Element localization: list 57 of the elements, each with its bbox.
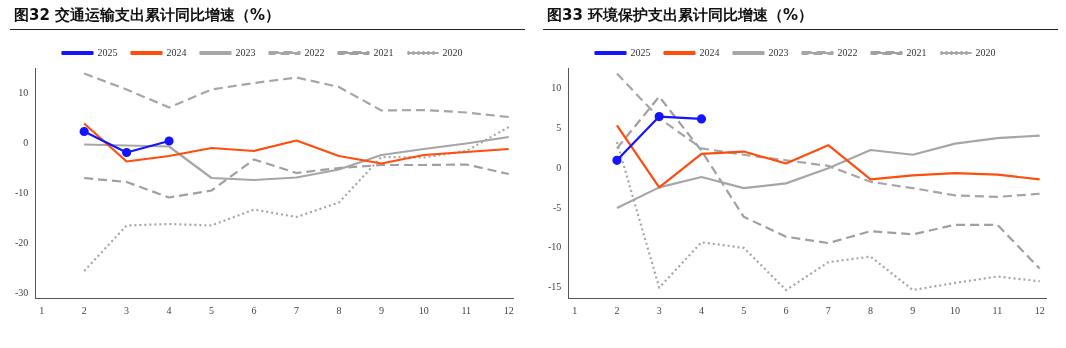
x-tick-label: 3 <box>656 304 662 316</box>
x-tick-label: 10 <box>418 304 429 316</box>
x-tick-label: 11 <box>992 304 1003 316</box>
legend-label: 2020 <box>442 46 463 58</box>
chart-title: 图32 交通运输支出累计同比增速（%） <box>10 6 525 30</box>
y-tick-label: -15 <box>547 281 562 293</box>
y-tick-label: 5 <box>556 122 562 134</box>
x-tick-label: 2 <box>81 304 87 316</box>
y-tick-label: -30 <box>14 286 29 298</box>
point <box>122 147 132 158</box>
line-series <box>83 125 510 273</box>
point <box>696 114 707 124</box>
y-tick-label: 0 <box>23 136 29 148</box>
x-tick-label: 10 <box>950 304 961 316</box>
x-tick-label: 5 <box>209 304 215 316</box>
legend-label: 2024 <box>166 46 187 58</box>
legend-label: 2025 <box>630 46 651 58</box>
x-tick-label: 7 <box>293 304 299 316</box>
point <box>654 111 664 122</box>
legend-label: 2022 <box>304 46 325 58</box>
x-tick-label: 4 <box>698 304 704 316</box>
legend-label: 2024 <box>699 46 720 58</box>
legend-label: 2023 <box>235 46 256 58</box>
x-tick-label: 1 <box>572 304 578 316</box>
x-tick-label: 7 <box>825 304 831 316</box>
x-tick-label: 11 <box>461 304 472 316</box>
y-tick-label: -10 <box>547 241 562 253</box>
x-tick-label: 3 <box>124 304 130 316</box>
x-tick-label: 6 <box>251 304 257 316</box>
legend-label: 2021 <box>373 46 394 58</box>
y-tick-label: -5 <box>552 201 562 213</box>
x-tick-label: 9 <box>910 304 916 316</box>
point <box>79 126 89 137</box>
chart-title: 图33 环境保护支出累计同比增速（%） <box>543 6 1058 30</box>
x-tick-label: 8 <box>868 304 874 316</box>
point <box>612 155 622 165</box>
legend-label: 2022 <box>837 46 858 58</box>
legend-label: 2020 <box>975 46 996 58</box>
x-tick-label: 12 <box>503 304 514 316</box>
y-tick-label: 10 <box>551 82 562 94</box>
y-tick-label: -20 <box>14 236 29 248</box>
legend-label: 2023 <box>768 46 789 58</box>
y-tick-label: 10 <box>18 86 29 98</box>
x-tick-label: 6 <box>783 304 789 316</box>
legend-label: 2021 <box>906 46 927 58</box>
x-tick-label: 5 <box>741 304 747 316</box>
legend-label: 2025 <box>97 46 118 58</box>
x-tick-label: 1 <box>39 304 45 316</box>
x-tick-label: 4 <box>166 304 172 316</box>
x-tick-label: 9 <box>378 304 384 316</box>
point <box>164 136 174 146</box>
x-tick-label: 2 <box>614 304 620 316</box>
line-series <box>83 72 510 119</box>
y-tick-label: -10 <box>14 186 29 198</box>
y-tick-label: 0 <box>556 161 562 173</box>
x-tick-label: 12 <box>1034 304 1045 316</box>
x-tick-label: 8 <box>336 304 342 316</box>
